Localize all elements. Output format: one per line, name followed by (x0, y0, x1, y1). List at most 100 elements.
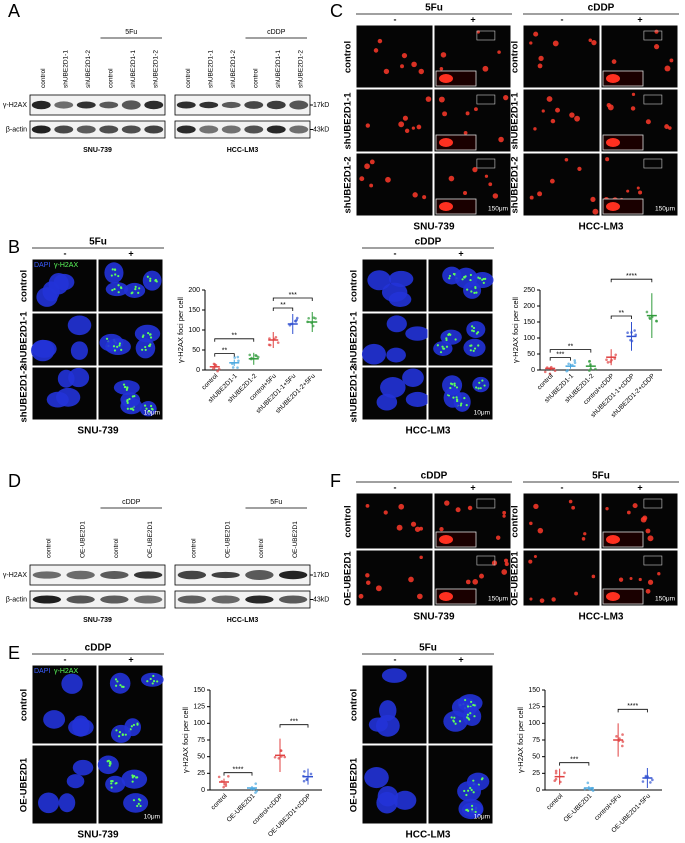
sign-label: - (394, 14, 397, 24)
sample-dot (295, 316, 299, 320)
foci (117, 284, 120, 287)
foci (149, 279, 152, 282)
nucleus (361, 343, 387, 365)
comet-spot (591, 574, 596, 579)
cell-line-label: HCC-LM3 (227, 147, 259, 154)
foci (130, 725, 133, 728)
significance-bracket (549, 357, 571, 361)
foci (470, 700, 473, 704)
significance-bracket (610, 278, 653, 283)
stain-label: γ-H2AX (54, 262, 78, 269)
sign-label: - (394, 248, 397, 258)
foci (447, 333, 450, 337)
sample-dot (283, 755, 287, 759)
cell-line-label: HCC-LM3 (406, 426, 451, 437)
foci (115, 684, 118, 687)
lane-label: OE-UBE2D1 (147, 521, 154, 558)
sample-dot (554, 769, 558, 773)
foci (481, 379, 484, 382)
sample-dot (267, 343, 271, 347)
foci (452, 396, 455, 399)
foci (118, 735, 121, 738)
foci (128, 397, 131, 401)
lane-label: shUBE2D1-1 (130, 50, 137, 88)
lane-label: OE-UBE2D1 (79, 521, 86, 558)
foci (118, 342, 122, 345)
comet-spot (465, 111, 470, 116)
comet-spot (365, 123, 371, 128)
comet-spot (541, 109, 545, 113)
inset-comet (606, 138, 620, 147)
comet-spot (664, 124, 670, 129)
foci (155, 280, 158, 283)
sign-label: + (470, 14, 475, 24)
nucleus (405, 391, 430, 407)
significance-label: **** (626, 273, 637, 280)
scale-bar-label: 150μm (655, 206, 675, 213)
comet-spot (491, 560, 498, 566)
foci (441, 345, 444, 348)
nucleus (139, 400, 157, 417)
nucleus (402, 368, 424, 387)
comet-spot (653, 44, 660, 50)
comet-spot (375, 585, 382, 592)
lane-label: OE-UBE2D1 (224, 521, 231, 558)
sample-dot (634, 333, 638, 337)
lane-label: control (185, 68, 192, 88)
significance-label: *** (290, 719, 298, 726)
nucleus (135, 338, 156, 359)
foci (470, 804, 474, 807)
comet-spot (529, 41, 533, 45)
sample-dot (224, 784, 228, 787)
comet-spot (497, 50, 501, 54)
foci (445, 345, 449, 348)
sample-dot (563, 771, 566, 775)
inset-comet (439, 535, 453, 544)
foci (449, 386, 452, 390)
treatment-label: cDDP (415, 237, 442, 248)
y-tick-label: 0 (201, 787, 205, 794)
cell-line-label: SNU-739 (413, 222, 455, 233)
comet-spot (438, 96, 445, 103)
comet-spot (571, 505, 576, 510)
foci (118, 731, 122, 734)
panel-letter: F (330, 471, 341, 491)
micrograph (522, 549, 601, 607)
foci (131, 774, 134, 777)
sample-dot (586, 781, 590, 785)
nucleus (46, 391, 69, 408)
comet-spot (495, 535, 501, 540)
y-axis-label: γ-H2AX foci per cell (511, 297, 520, 363)
blot-row-label: β-actin (6, 126, 27, 133)
foci (469, 786, 472, 790)
foci (476, 331, 480, 334)
nucleus (104, 262, 124, 284)
comet-spot (479, 573, 484, 579)
blot-band (221, 125, 241, 134)
foci (121, 685, 124, 688)
foci (461, 278, 464, 281)
comet-spot (416, 124, 422, 130)
comet-spot (504, 558, 509, 563)
foci (477, 387, 480, 390)
treatment-label: 5Fu (125, 29, 137, 36)
comet-spot (488, 182, 493, 187)
foci (124, 733, 127, 736)
comet-spot (552, 40, 559, 47)
comet-spot (402, 115, 408, 121)
comet-spot (657, 572, 661, 576)
significance-label: **** (233, 767, 244, 774)
comet-spot (448, 175, 455, 182)
lane-label: shUBE2D1-1 (62, 50, 69, 88)
row-label: control (343, 505, 354, 537)
cell-line-label: HCC-LM3 (579, 612, 624, 623)
foci (139, 804, 142, 808)
foci (116, 680, 119, 683)
foci (134, 285, 137, 288)
foci (479, 387, 482, 390)
blot-band (133, 595, 163, 604)
significance-label: *** (570, 757, 578, 764)
comet-spot (467, 505, 473, 511)
blot-band (76, 101, 96, 109)
